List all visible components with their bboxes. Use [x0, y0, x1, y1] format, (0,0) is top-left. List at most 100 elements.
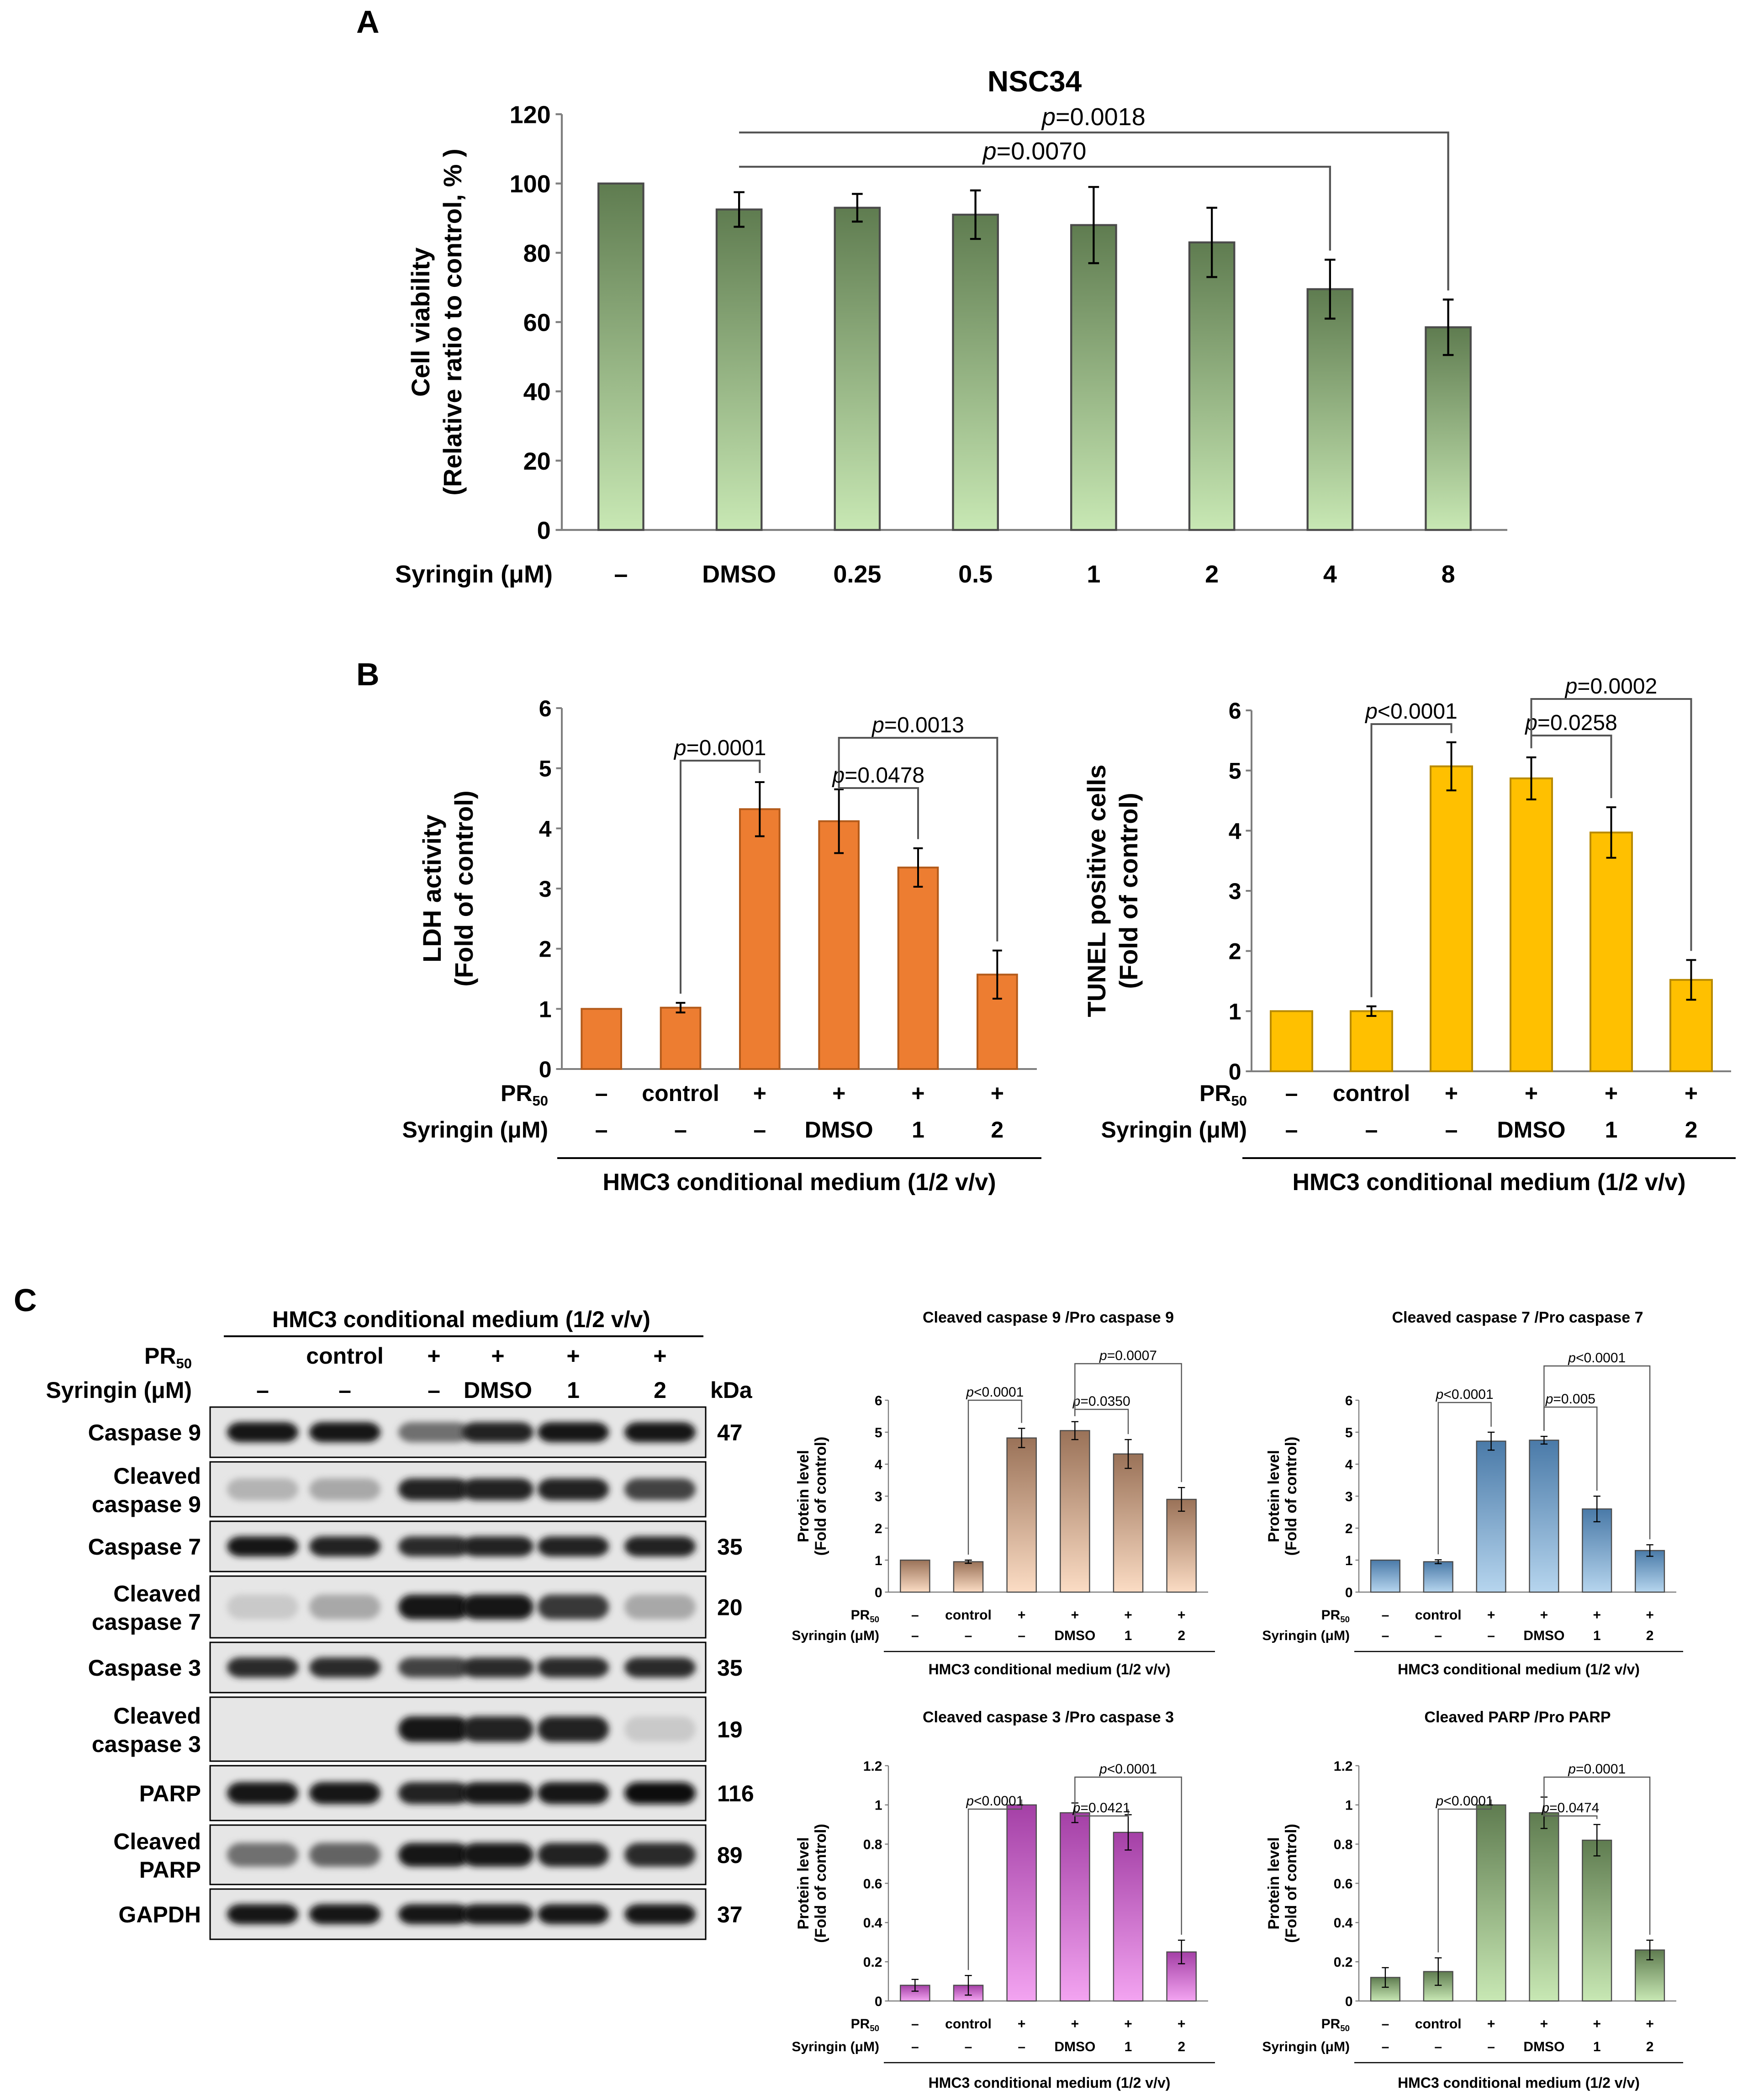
- condition-label: +: [1071, 2017, 1079, 2032]
- condition-label: –: [1382, 1608, 1389, 1623]
- y-tick-label: 0.4: [863, 1916, 882, 1931]
- blot-band: [309, 1478, 380, 1500]
- condition-label: 0.5: [958, 561, 993, 588]
- blot-band-label: Cleaved: [113, 1829, 201, 1854]
- blot-band: [227, 1782, 298, 1804]
- kda-header: kDa: [710, 1377, 753, 1403]
- panel-label-c: C: [14, 1282, 37, 1318]
- p-value-label: p=0.0474: [1541, 1800, 1599, 1815]
- group-label: HMC3 conditional medium (1/2 v/v): [929, 1661, 1171, 1678]
- y-tick-label: 6: [1345, 1393, 1353, 1408]
- blot-band: [309, 1594, 380, 1620]
- y-tick-label: 1.2: [863, 1759, 882, 1774]
- blot-kda-value: 37: [717, 1902, 743, 1927]
- condition-label: +: [1071, 1608, 1079, 1623]
- significance-bracket: [967, 1399, 1022, 1555]
- condition-label: –: [1285, 1080, 1298, 1106]
- significance-bracket: [1543, 1776, 1651, 1935]
- condition-label: +: [1525, 1080, 1538, 1106]
- bar: [1529, 1440, 1559, 1593]
- bar: [1582, 1839, 1612, 2002]
- bar: [952, 213, 999, 531]
- blot-band: [462, 1478, 533, 1500]
- y-tick-label: 5: [1229, 758, 1241, 784]
- group-label: HMC3 conditional medium (1/2 v/v): [929, 2075, 1171, 2091]
- row-label: Syringin (μM): [395, 561, 553, 588]
- p-value-label: p<0.0001: [1364, 699, 1458, 724]
- condition-label: –: [1382, 2017, 1389, 2032]
- y-tick-label: 6: [875, 1393, 882, 1408]
- y-axis-label-2: (Fold of control): [1283, 1824, 1300, 1943]
- y-tick-label: 1: [1345, 1798, 1353, 1813]
- condition-label: 2: [1205, 561, 1219, 588]
- p-value-label: p=0.0002: [1564, 674, 1658, 699]
- condition-label: +: [1178, 1608, 1186, 1623]
- y-tick-label: 6: [539, 696, 552, 721]
- bar: [715, 208, 763, 531]
- y-tick-label: 20: [523, 448, 551, 475]
- condition-label: –: [1434, 2039, 1442, 2054]
- blot-band: [398, 1782, 470, 1804]
- condition-label: control: [1415, 1608, 1462, 1623]
- row-label: PR50: [851, 2017, 879, 2033]
- bar: [900, 1559, 930, 1593]
- p-value-label: p<0.0001: [966, 1794, 1024, 1809]
- blot-row-label: PR50: [144, 1343, 192, 1371]
- condition-label: –: [1365, 1117, 1378, 1143]
- y-tick-label: 0.6: [863, 1876, 882, 1891]
- significance-bracket: [1437, 1402, 1492, 1555]
- bar: [1476, 1804, 1506, 2002]
- condition-label: +: [1605, 1080, 1618, 1106]
- bar: [818, 820, 860, 1070]
- panel-label-b: B: [356, 656, 380, 692]
- y-tick-label: 0.6: [1334, 1876, 1353, 1891]
- chart-title: Cleaved PARP /Pro PARP: [1424, 1709, 1611, 1726]
- row-label: PR50: [1321, 1608, 1350, 1624]
- blot-band: [624, 1536, 696, 1556]
- condition-label: +: [1487, 1608, 1495, 1623]
- y-axis-label-2: (Fold of control): [1114, 793, 1143, 989]
- condition-label: +: [1124, 1608, 1132, 1623]
- chart-b-tunel-positive: 0 1 2 3 4 5 6 TUNEL positive cells (Fold of cont…: [1082, 674, 1736, 1196]
- y-tick-label: 0.8: [1334, 1837, 1353, 1852]
- y-tick-label: 1: [875, 1798, 882, 1813]
- y-tick-label: 5: [539, 756, 552, 782]
- blot-band: [398, 1536, 470, 1556]
- y-tick-label: 3: [875, 1489, 882, 1504]
- condition-label: 1: [1125, 1628, 1132, 1643]
- condition-label: +: [1487, 2017, 1495, 2032]
- condition-label: +: [1178, 2017, 1186, 2032]
- y-tick-label: 40: [523, 378, 551, 406]
- condition-label: –: [595, 1117, 608, 1143]
- y-axis-label-2: (Fold of control): [1283, 1437, 1300, 1556]
- bar: [1060, 1812, 1090, 2002]
- significance-bracket: [680, 760, 761, 994]
- significance-bracket: [739, 165, 1331, 251]
- y-tick-label: 1: [875, 1553, 882, 1568]
- blot-kda-value: 20: [717, 1595, 743, 1620]
- y-axis-label-2: (Fold of control): [812, 1824, 829, 1943]
- condition-label: 1: [912, 1117, 924, 1143]
- condition-label: +: [1018, 2017, 1026, 2032]
- blot-band: [309, 1422, 380, 1442]
- blot-band: [538, 1843, 609, 1867]
- blot-band: [538, 1782, 609, 1804]
- condition-label: 1: [1605, 1117, 1618, 1143]
- condition-label: –: [1487, 1628, 1495, 1643]
- y-tick-label: 0.2: [863, 1955, 882, 1970]
- group-label: HMC3 conditional medium (1/2 v/v): [1398, 2075, 1640, 2091]
- condition-label: +: [832, 1080, 845, 1106]
- p-value-label: p=0.0007: [1099, 1348, 1157, 1363]
- bar: [739, 808, 781, 1070]
- blot-band-label: Caspase 3: [88, 1655, 201, 1681]
- y-axis-label: Protein level: [1265, 1450, 1283, 1542]
- condition-label: 1: [1125, 2039, 1132, 2054]
- y-tick-label: 80: [523, 240, 551, 267]
- blot-band: [227, 1843, 298, 1867]
- condition-label: –: [1434, 1628, 1442, 1643]
- p-value-label: p=0.005: [1545, 1392, 1595, 1407]
- y-tick-label: 0.2: [1334, 1955, 1353, 1970]
- blot-band: [624, 1422, 696, 1442]
- y-axis-label: Protein level: [1265, 1837, 1283, 1929]
- blot-band: [398, 1843, 470, 1867]
